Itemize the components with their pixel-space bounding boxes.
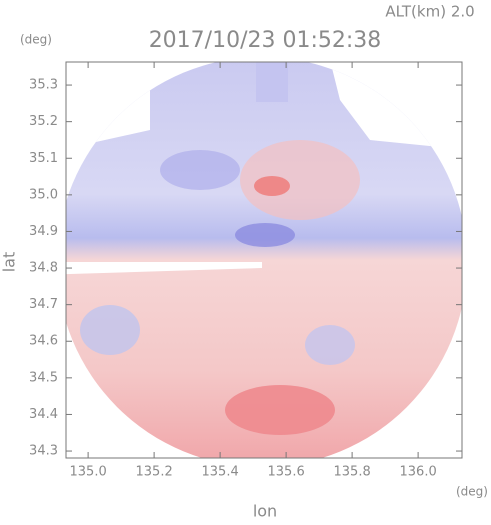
y-unit: (deg) xyxy=(20,33,52,47)
x-tick-label: 135.0 xyxy=(70,465,107,480)
altitude: ALT(km) 2.0 xyxy=(385,3,474,21)
y-tick-label: 35.2 xyxy=(29,114,58,129)
y-tick-label: 34.3 xyxy=(29,444,58,459)
y-tick-label: 35.3 xyxy=(29,78,58,93)
y-tick-label: 34.4 xyxy=(29,407,58,422)
x-tick-label: 136.0 xyxy=(400,465,437,480)
y-axis-label: lat xyxy=(0,252,19,273)
x-tick-label: 135.8 xyxy=(334,465,371,480)
y-tick-label: 34.5 xyxy=(29,370,58,385)
plot-frame xyxy=(65,61,463,459)
y-tick-label: 35.0 xyxy=(29,187,58,202)
x-axis-label: lon xyxy=(253,502,277,521)
x-tick-label: 135.4 xyxy=(202,465,239,480)
x-tick-label: 135.6 xyxy=(268,465,305,480)
y-tick-label: 34.6 xyxy=(29,334,58,349)
x-unit: (deg) xyxy=(456,485,488,499)
y-tick-label: 34.7 xyxy=(29,297,58,312)
chart-title: 2017/10/23 01:52:38 xyxy=(149,28,382,53)
y-tick-label: 35.1 xyxy=(29,151,58,166)
y-tick-label: 34.8 xyxy=(29,261,58,276)
radar-field xyxy=(66,62,462,458)
y-tick-label: 34.9 xyxy=(29,224,58,239)
x-tick-label: 135.2 xyxy=(136,465,173,480)
